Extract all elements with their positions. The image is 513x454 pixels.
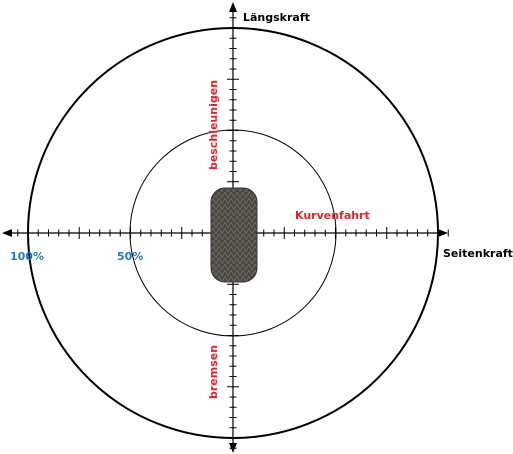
horizontal-axis-label: Seitenkraft [443, 247, 513, 260]
kamm-circle: Längskraft Seitenkraft beschleunigen bre… [0, 0, 513, 454]
scale-label: 50% [117, 250, 143, 263]
region-label: bremsen [207, 345, 220, 399]
region-label: Kurvenfahrt [295, 209, 370, 222]
vertical-axis-label: Längskraft [243, 11, 310, 24]
scale-label: 100% [10, 250, 44, 263]
tire [211, 188, 257, 282]
region-label: beschleunigen [207, 80, 220, 170]
